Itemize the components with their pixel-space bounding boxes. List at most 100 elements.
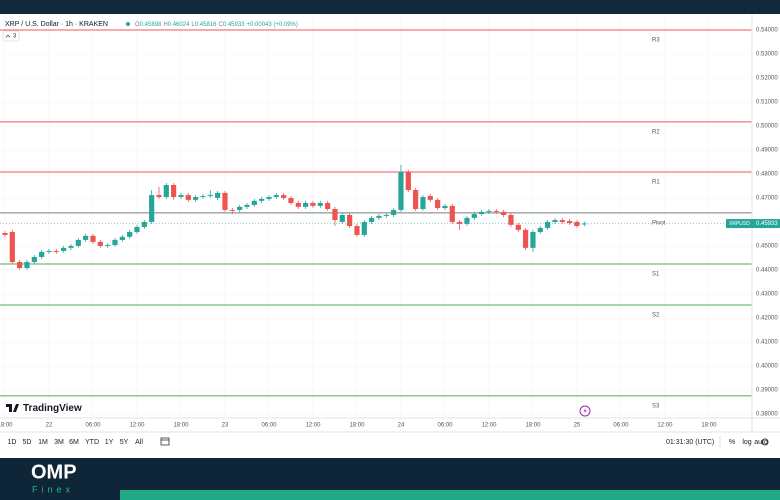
range-button[interactable]: 1M <box>38 439 48 446</box>
candle-body <box>405 172 411 191</box>
y-tick-label: 0.49000 <box>756 148 778 154</box>
x-tick-label: 12:00 <box>481 423 497 429</box>
scale-option[interactable]: auto <box>754 439 768 446</box>
candle-body <box>97 241 103 246</box>
status-dot <box>126 22 130 26</box>
clock: 01:31:30 (UTC) <box>666 439 714 446</box>
ohlc-value: 0.45933 <box>223 22 245 28</box>
candle-body <box>464 217 470 224</box>
candle-body <box>435 199 441 209</box>
candle-body <box>17 262 23 269</box>
range-button[interactable]: 5D <box>23 439 32 446</box>
candle-body <box>288 197 294 204</box>
x-tick-label: 23 <box>222 423 229 429</box>
candle-body <box>237 206 243 210</box>
range-button[interactable]: 3M <box>54 439 64 446</box>
range-button[interactable]: 6M <box>69 439 79 446</box>
range-button[interactable]: 5Y <box>120 439 129 446</box>
y-tick-label: 0.51000 <box>756 100 778 106</box>
logo-text: TradingView <box>23 403 82 414</box>
x-tick-label: 22 <box>46 423 53 429</box>
bottom-toolbar: 1D 5D 1M 3M 6M YTD 1Y 5Y All 01:31:30 (UTC)% log au… <box>8 439 768 446</box>
x-tick-label: 12:00 <box>657 423 673 429</box>
candle-body <box>559 220 565 222</box>
candle-body <box>75 239 81 246</box>
x-tick-label: 06:00 <box>613 423 629 429</box>
ohlc-letter: L <box>191 22 195 28</box>
range-button[interactable]: All <box>135 439 143 446</box>
candle-body <box>325 203 331 210</box>
logo-mark <box>6 404 19 412</box>
settings-gear[interactable] <box>761 438 769 446</box>
pivot-label: R3 <box>652 38 660 44</box>
x-tick-label: 06:00 <box>261 423 277 429</box>
indicator-toggle[interactable] <box>2 30 20 42</box>
candle-body <box>493 210 499 212</box>
x-tick-label: 06:00 <box>85 423 101 429</box>
chevron-icon <box>5 34 11 38</box>
pivot-label: R2 <box>652 129 660 135</box>
candle-body <box>149 195 155 222</box>
y-tick-label: 0.39000 <box>756 388 778 394</box>
candle-body <box>2 232 8 235</box>
range-button[interactable]: 1D <box>8 439 17 446</box>
candle-body <box>31 256 37 263</box>
chart-panel <box>0 14 780 458</box>
candle-body <box>332 209 338 221</box>
candle-body <box>523 229 529 248</box>
ohlc-value: 0.46024 <box>168 22 190 28</box>
y-tick-label: 0.44000 <box>756 268 778 274</box>
x-tick-label: 12:00 <box>305 423 321 429</box>
candle-body <box>347 215 353 227</box>
candle-body <box>545 221 551 228</box>
range-button[interactable]: 1Y <box>105 439 114 446</box>
candle-body <box>156 195 162 198</box>
brand-name: OMP <box>31 461 77 483</box>
candle-body <box>259 198 265 201</box>
y-tick-label: 0.45000 <box>756 244 778 250</box>
candle-body <box>281 195 287 198</box>
candle-body <box>251 200 257 205</box>
candle-body <box>317 203 323 206</box>
candle-body <box>9 232 15 263</box>
calendar-icon[interactable] <box>160 437 170 446</box>
candle-body <box>163 185 169 198</box>
candle-body <box>127 232 133 237</box>
y-tick-label: 0.40000 <box>756 364 778 370</box>
y-tick-label: 0.48000 <box>756 172 778 178</box>
candle-body <box>457 221 463 224</box>
calendar-frame <box>160 437 170 446</box>
candle-body <box>295 203 301 207</box>
x-tick-label: 18:00 <box>701 423 717 429</box>
y-tick-label: 0.53000 <box>756 52 778 58</box>
candle-body <box>119 236 125 240</box>
candle-body <box>193 197 199 200</box>
candle-body <box>46 250 52 252</box>
brand-sub: Finex <box>32 484 74 494</box>
x-tick-label: 24 <box>398 423 405 429</box>
candle-body <box>420 197 426 210</box>
candle-body <box>178 195 184 198</box>
x-tick-label: 06:00 <box>437 423 453 429</box>
candle-body <box>442 205 448 209</box>
pivot-levels: R3 R2 R1 Pivot S1 S2 S3 <box>0 29 752 410</box>
candle-body <box>266 197 272 199</box>
ohlc-change: +0.00043 (+0.09%) <box>247 22 298 28</box>
candle-body <box>369 217 375 222</box>
candle-body <box>383 215 389 216</box>
axes: 0.54000 0.53000 0.52000 0.51000 0.50000 0.490… <box>0 28 780 429</box>
y-tick-label: 0.47000 <box>756 196 778 202</box>
x-tick-label: 25 <box>574 423 581 429</box>
candle-body <box>39 251 45 257</box>
candle-body <box>574 221 580 227</box>
pivot-label: S1 <box>652 272 660 278</box>
x-tick-label: 18:00 <box>349 423 365 429</box>
candle-body <box>508 215 514 225</box>
y-tick-label: 0.54000 <box>756 28 778 34</box>
scale-option[interactable]: log <box>742 439 751 446</box>
scale-option[interactable]: % <box>729 439 735 446</box>
candle-body <box>112 239 118 245</box>
range-button[interactable]: YTD <box>85 439 99 446</box>
